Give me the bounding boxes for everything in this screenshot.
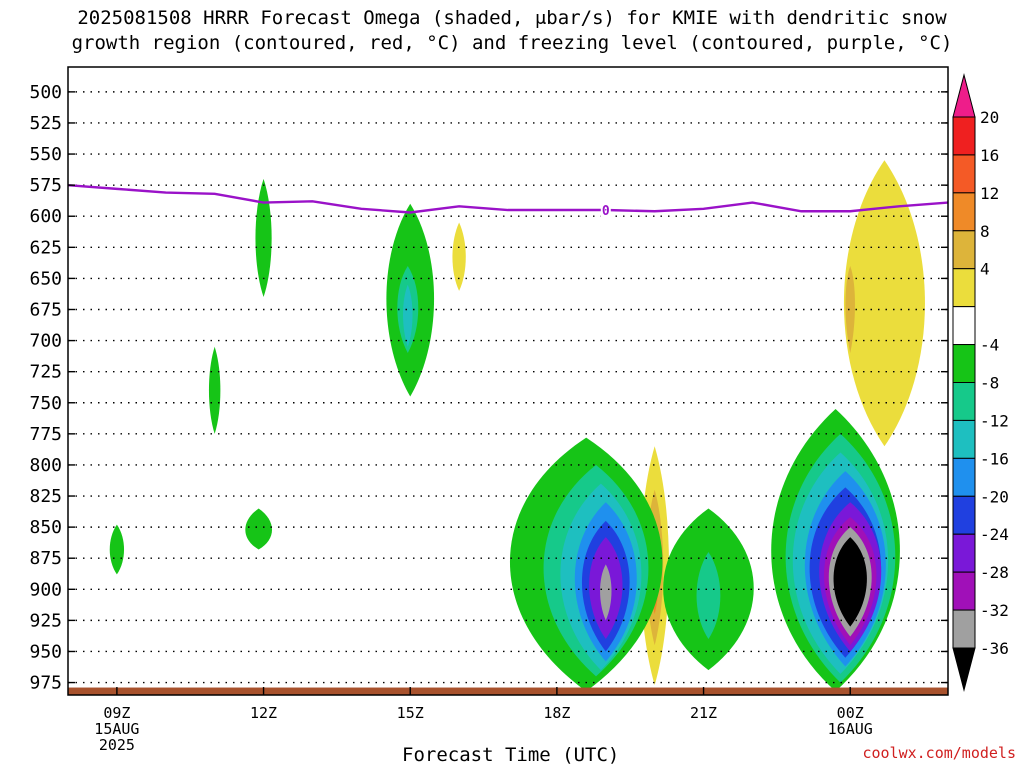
- y-tick-label: 950: [29, 641, 62, 662]
- y-tick-label: 725: [29, 362, 62, 383]
- colorbar-box: [952, 344, 976, 384]
- colorbar-label: -20: [980, 487, 1009, 506]
- colorbar-label: 16: [980, 146, 999, 165]
- site-credit: coolwx.com/models: [862, 744, 1016, 762]
- plot-area: 0: [67, 66, 949, 696]
- y-tick-label: 925: [29, 610, 62, 631]
- colorbar-box: [952, 382, 976, 421]
- x-tick-label: 15Z: [397, 704, 424, 722]
- colorbar-box: [952, 306, 976, 346]
- colorbar: 20 16 12 8 4 -4 -8 -12 -16 -20 -24 -28 -32 -36: [952, 73, 1009, 692]
- colorbar-box: [952, 419, 976, 459]
- freezing-level-label-bg: [600, 202, 611, 218]
- y-tick-label: 525: [29, 113, 62, 134]
- y-tick-label: 700: [29, 331, 62, 352]
- omega-shade-30: [833, 537, 867, 627]
- omega-shade-14: [696, 551, 721, 640]
- y-tick-label: 975: [29, 673, 62, 694]
- x-tick-label: 00Z: [837, 704, 864, 722]
- omega-shade-7: [452, 222, 466, 291]
- y-tick-label: 750: [29, 393, 62, 414]
- colorbar-box: [952, 457, 976, 497]
- omega-shade-6: [403, 284, 413, 347]
- freezing-level-line: [68, 183, 948, 214]
- y-tick-label: 575: [29, 175, 62, 196]
- y-tick-label: 675: [29, 299, 62, 320]
- colorbar-label: 4: [980, 260, 990, 279]
- terrain-band: [68, 687, 948, 695]
- colorbar-label: -8: [980, 374, 999, 393]
- colorbar-bottom-arrow: [952, 647, 976, 692]
- x-tick-label: 18Z: [543, 704, 570, 722]
- omega-shade-21: [600, 564, 612, 621]
- colorbar-box: [952, 609, 976, 649]
- y-tick-label: 550: [29, 144, 62, 165]
- x-tick-label: 15AUG: [94, 720, 139, 738]
- y-tick-label: 650: [29, 268, 62, 289]
- colorbar-box: [952, 116, 976, 156]
- freezing-level-label: 0: [602, 204, 610, 219]
- x-tick-label: 2025: [99, 736, 135, 754]
- y-tick-label: 600: [29, 206, 62, 227]
- colorbar-label: -4: [980, 336, 999, 355]
- y-tick-label: 800: [29, 455, 62, 476]
- y-tick-label: 850: [29, 517, 62, 538]
- y-axis: 500 525 550 575 600 625 650 675 700 725 750 775 800 8…: [29, 82, 948, 694]
- y-tick-label: 625: [29, 237, 62, 258]
- colorbar-box: [952, 154, 976, 194]
- colorbar-box: [952, 230, 976, 270]
- colorbar-label: -28: [980, 563, 1009, 582]
- colorbar-box: [952, 571, 976, 611]
- x-tick-label: 21Z: [690, 704, 717, 722]
- y-tick-label: 775: [29, 424, 62, 445]
- y-tick-label: 825: [29, 486, 62, 507]
- omega-shade-8: [843, 160, 925, 447]
- title-line-1: 2025081508 HRRR Forecast Omega (shaded, …: [77, 7, 947, 29]
- colorbar-box: [952, 192, 976, 232]
- colorbar-label: 20: [980, 108, 999, 127]
- y-tick-label: 875: [29, 548, 62, 569]
- x-axis-label: Forecast Time (UTC): [402, 744, 620, 766]
- colorbar-label: -36: [980, 639, 1009, 658]
- colorbar-label: -16: [980, 449, 1009, 468]
- colorbar-label: -32: [980, 601, 1009, 620]
- omega-shade-1: [208, 346, 221, 434]
- title-line-2: growth region (contoured, red, °C) and f…: [71, 32, 953, 54]
- x-tick-label: 12Z: [250, 704, 277, 722]
- y-tick-label: 900: [29, 579, 62, 600]
- x-tick-label: 09Z: [103, 704, 130, 722]
- colorbar-label: -12: [980, 411, 1009, 430]
- omega-shade-9: [845, 265, 855, 354]
- colorbar-top-arrow: [952, 73, 976, 118]
- colorbar-box: [952, 268, 976, 308]
- colorbar-box: [952, 495, 976, 535]
- omega-shade-2: [255, 178, 272, 298]
- x-tick-label: 16AUG: [828, 720, 873, 738]
- y-tick-label: 500: [29, 82, 62, 103]
- omega-shade-0: [109, 524, 125, 575]
- colorbar-label: -24: [980, 525, 1009, 544]
- plot-frame: [67, 66, 949, 696]
- plot-inner: 0: [68, 91, 948, 695]
- chart-title: 2025081508 HRRR Forecast Omega (shaded, …: [0, 6, 1024, 56]
- omega-shade-3: [245, 508, 273, 550]
- colorbar-box: [952, 533, 976, 573]
- colorbar-label: 12: [980, 184, 999, 203]
- colorbar-label: 8: [980, 222, 990, 241]
